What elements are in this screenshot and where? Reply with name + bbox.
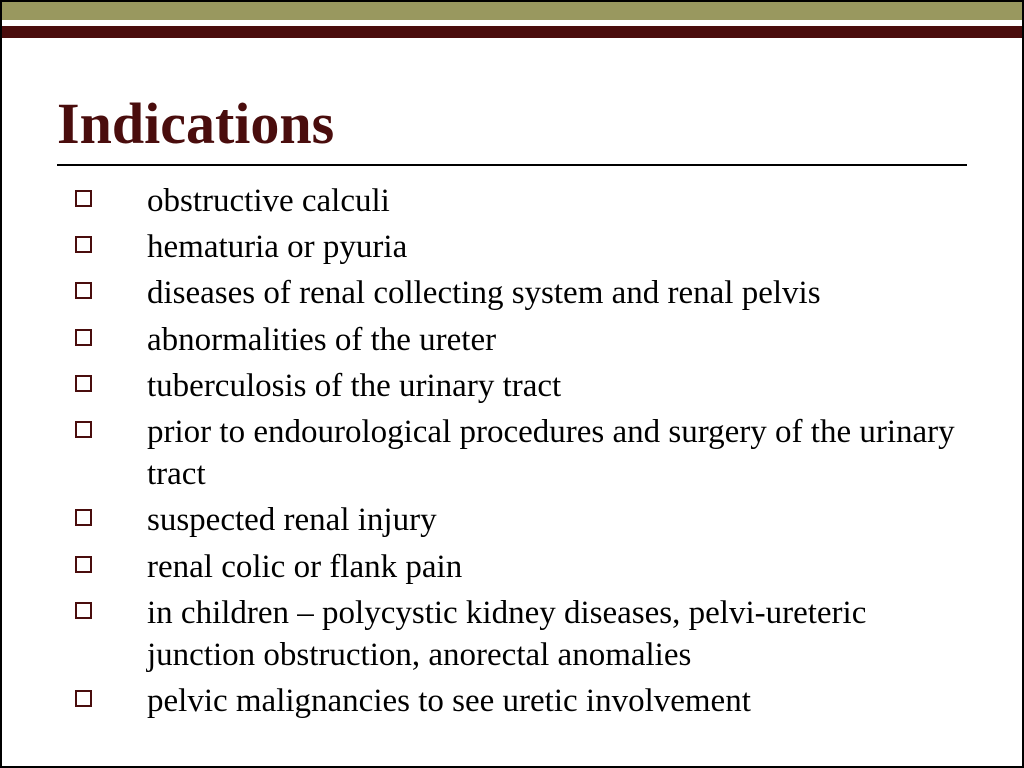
slide-title: Indications <box>57 92 967 164</box>
list-item: suspected renal injury <box>57 499 967 541</box>
list-item: abnormalities of the ureter <box>57 319 967 361</box>
list-item: in children – polycystic kidney diseases… <box>57 592 967 676</box>
list-item-text: obstructive calculi <box>147 183 390 219</box>
list-item: hematuria or pyuria <box>57 226 967 268</box>
checkbox-icon <box>75 190 92 207</box>
checkbox-icon <box>75 690 92 707</box>
bar-olive <box>2 2 1022 20</box>
top-decorative-bars <box>2 2 1022 38</box>
list-item: diseases of renal collecting system and … <box>57 272 967 314</box>
list-item: tuberculosis of the urinary tract <box>57 365 967 407</box>
list-item-text: abnormalities of the ureter <box>147 322 496 358</box>
checkbox-icon <box>75 509 92 526</box>
list-item: prior to endourological procedures and s… <box>57 411 967 495</box>
checkbox-icon <box>75 329 92 346</box>
list-item: pelvic malignancies to see uretic involv… <box>57 680 967 722</box>
bar-dark <box>2 26 1022 38</box>
list-item-text: suspected renal injury <box>147 502 437 538</box>
title-underline <box>57 164 967 166</box>
checkbox-icon <box>75 236 92 253</box>
checkbox-icon <box>75 421 92 438</box>
list-item-text: diseases of renal collecting system and … <box>147 275 821 311</box>
content-area: Indications obstructive calculi hematuri… <box>57 92 967 727</box>
checkbox-icon <box>75 375 92 392</box>
list-item-text: in children – polycystic kidney diseases… <box>147 595 866 673</box>
slide: Indications obstructive calculi hematuri… <box>0 0 1024 768</box>
list-item: obstructive calculi <box>57 180 967 222</box>
list-item-text: renal colic or flank pain <box>147 549 462 585</box>
list-item-text: prior to endourological procedures and s… <box>147 414 955 492</box>
checkbox-icon <box>75 282 92 299</box>
list-item-text: hematuria or pyuria <box>147 229 407 265</box>
list-item: renal colic or flank pain <box>57 546 967 588</box>
checkbox-icon <box>75 602 92 619</box>
list-item-text: pelvic malignancies to see uretic involv… <box>147 683 751 719</box>
checkbox-icon <box>75 556 92 573</box>
bullet-list: obstructive calculi hematuria or pyuria … <box>57 180 967 723</box>
list-item-text: tuberculosis of the urinary tract <box>147 368 561 404</box>
